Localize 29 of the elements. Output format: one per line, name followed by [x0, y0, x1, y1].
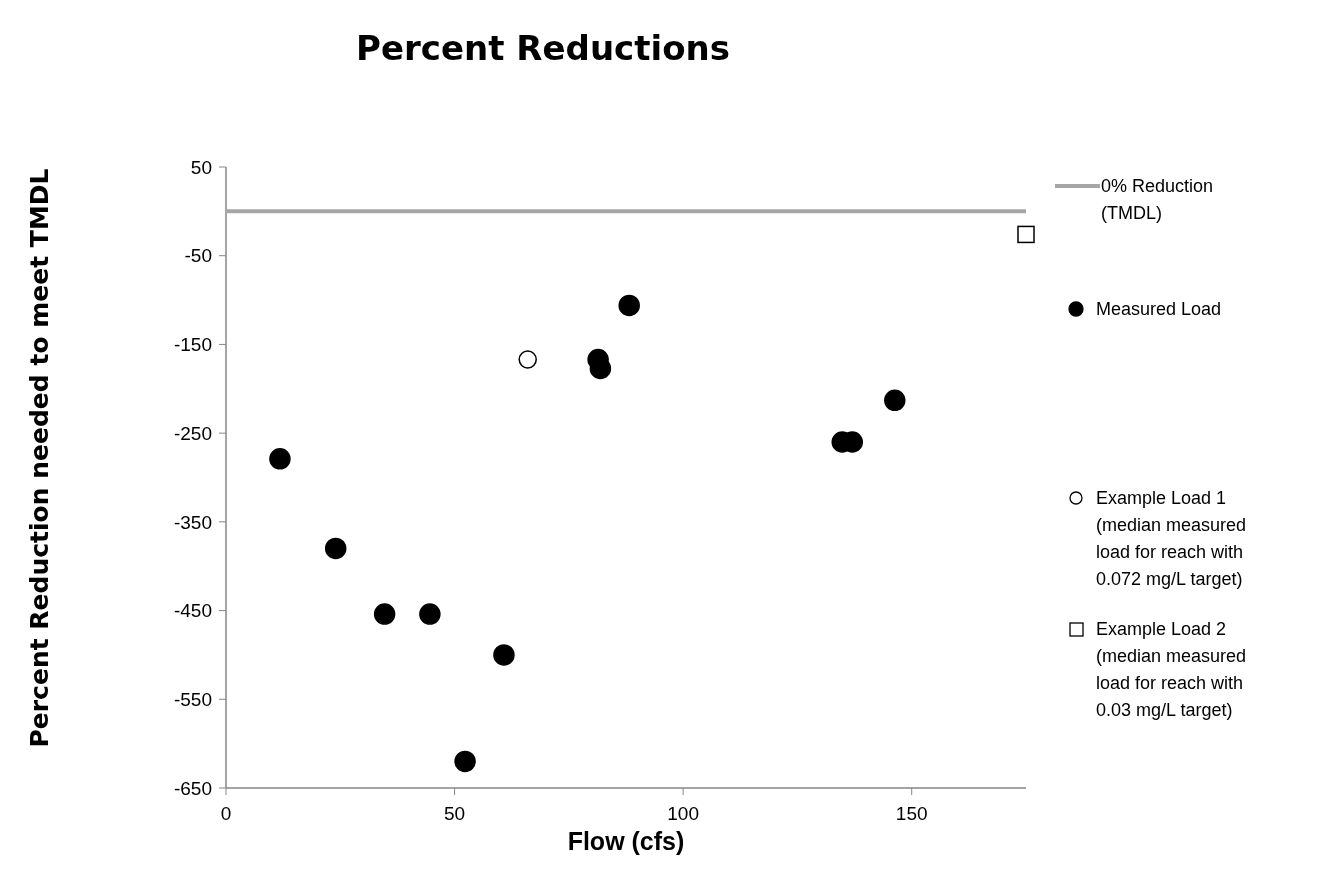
point: [518, 350, 537, 369]
point: [884, 389, 906, 412]
point: [618, 294, 640, 317]
legend-label: 0% Reduction (TMDL): [1101, 176, 1214, 224]
x-tick-label: 100: [667, 803, 699, 824]
legend-label: Measured Load: [1096, 299, 1222, 320]
y-tick-label: 50: [190, 156, 212, 178]
point: [373, 603, 396, 625]
y-tick-label: -50: [184, 245, 212, 267]
chart-title: Percent Reductions: [356, 28, 730, 68]
x-tick-label: 0: [220, 803, 232, 824]
point: [493, 644, 515, 666]
y-tick-label: -550: [173, 688, 212, 710]
x-axis-title: Flow (cfs): [567, 827, 685, 855]
point: [454, 750, 476, 773]
y-axis-title: Percent Reduction needed to meet TMDL: [25, 168, 54, 748]
y-tick-label: -450: [173, 600, 212, 622]
point: [1017, 225, 1035, 244]
x-tick-label: 150: [895, 803, 928, 824]
y-tick-label: -150: [173, 334, 212, 356]
y-tick-label: -650: [173, 777, 212, 799]
y-tick-label: -250: [173, 422, 212, 444]
point: [324, 537, 347, 560]
y-tick-label: -350: [173, 511, 212, 533]
x-tick-label: 50: [444, 803, 466, 824]
legend-label: Example Load 2 (median measured load for reach with 0.03 mg/L target): [1096, 619, 1247, 721]
point: [419, 603, 441, 625]
legend-label: Example Load 1 (median measured load for reach with 0.072 mg/L target): [1096, 488, 1247, 590]
point: [269, 448, 291, 470]
